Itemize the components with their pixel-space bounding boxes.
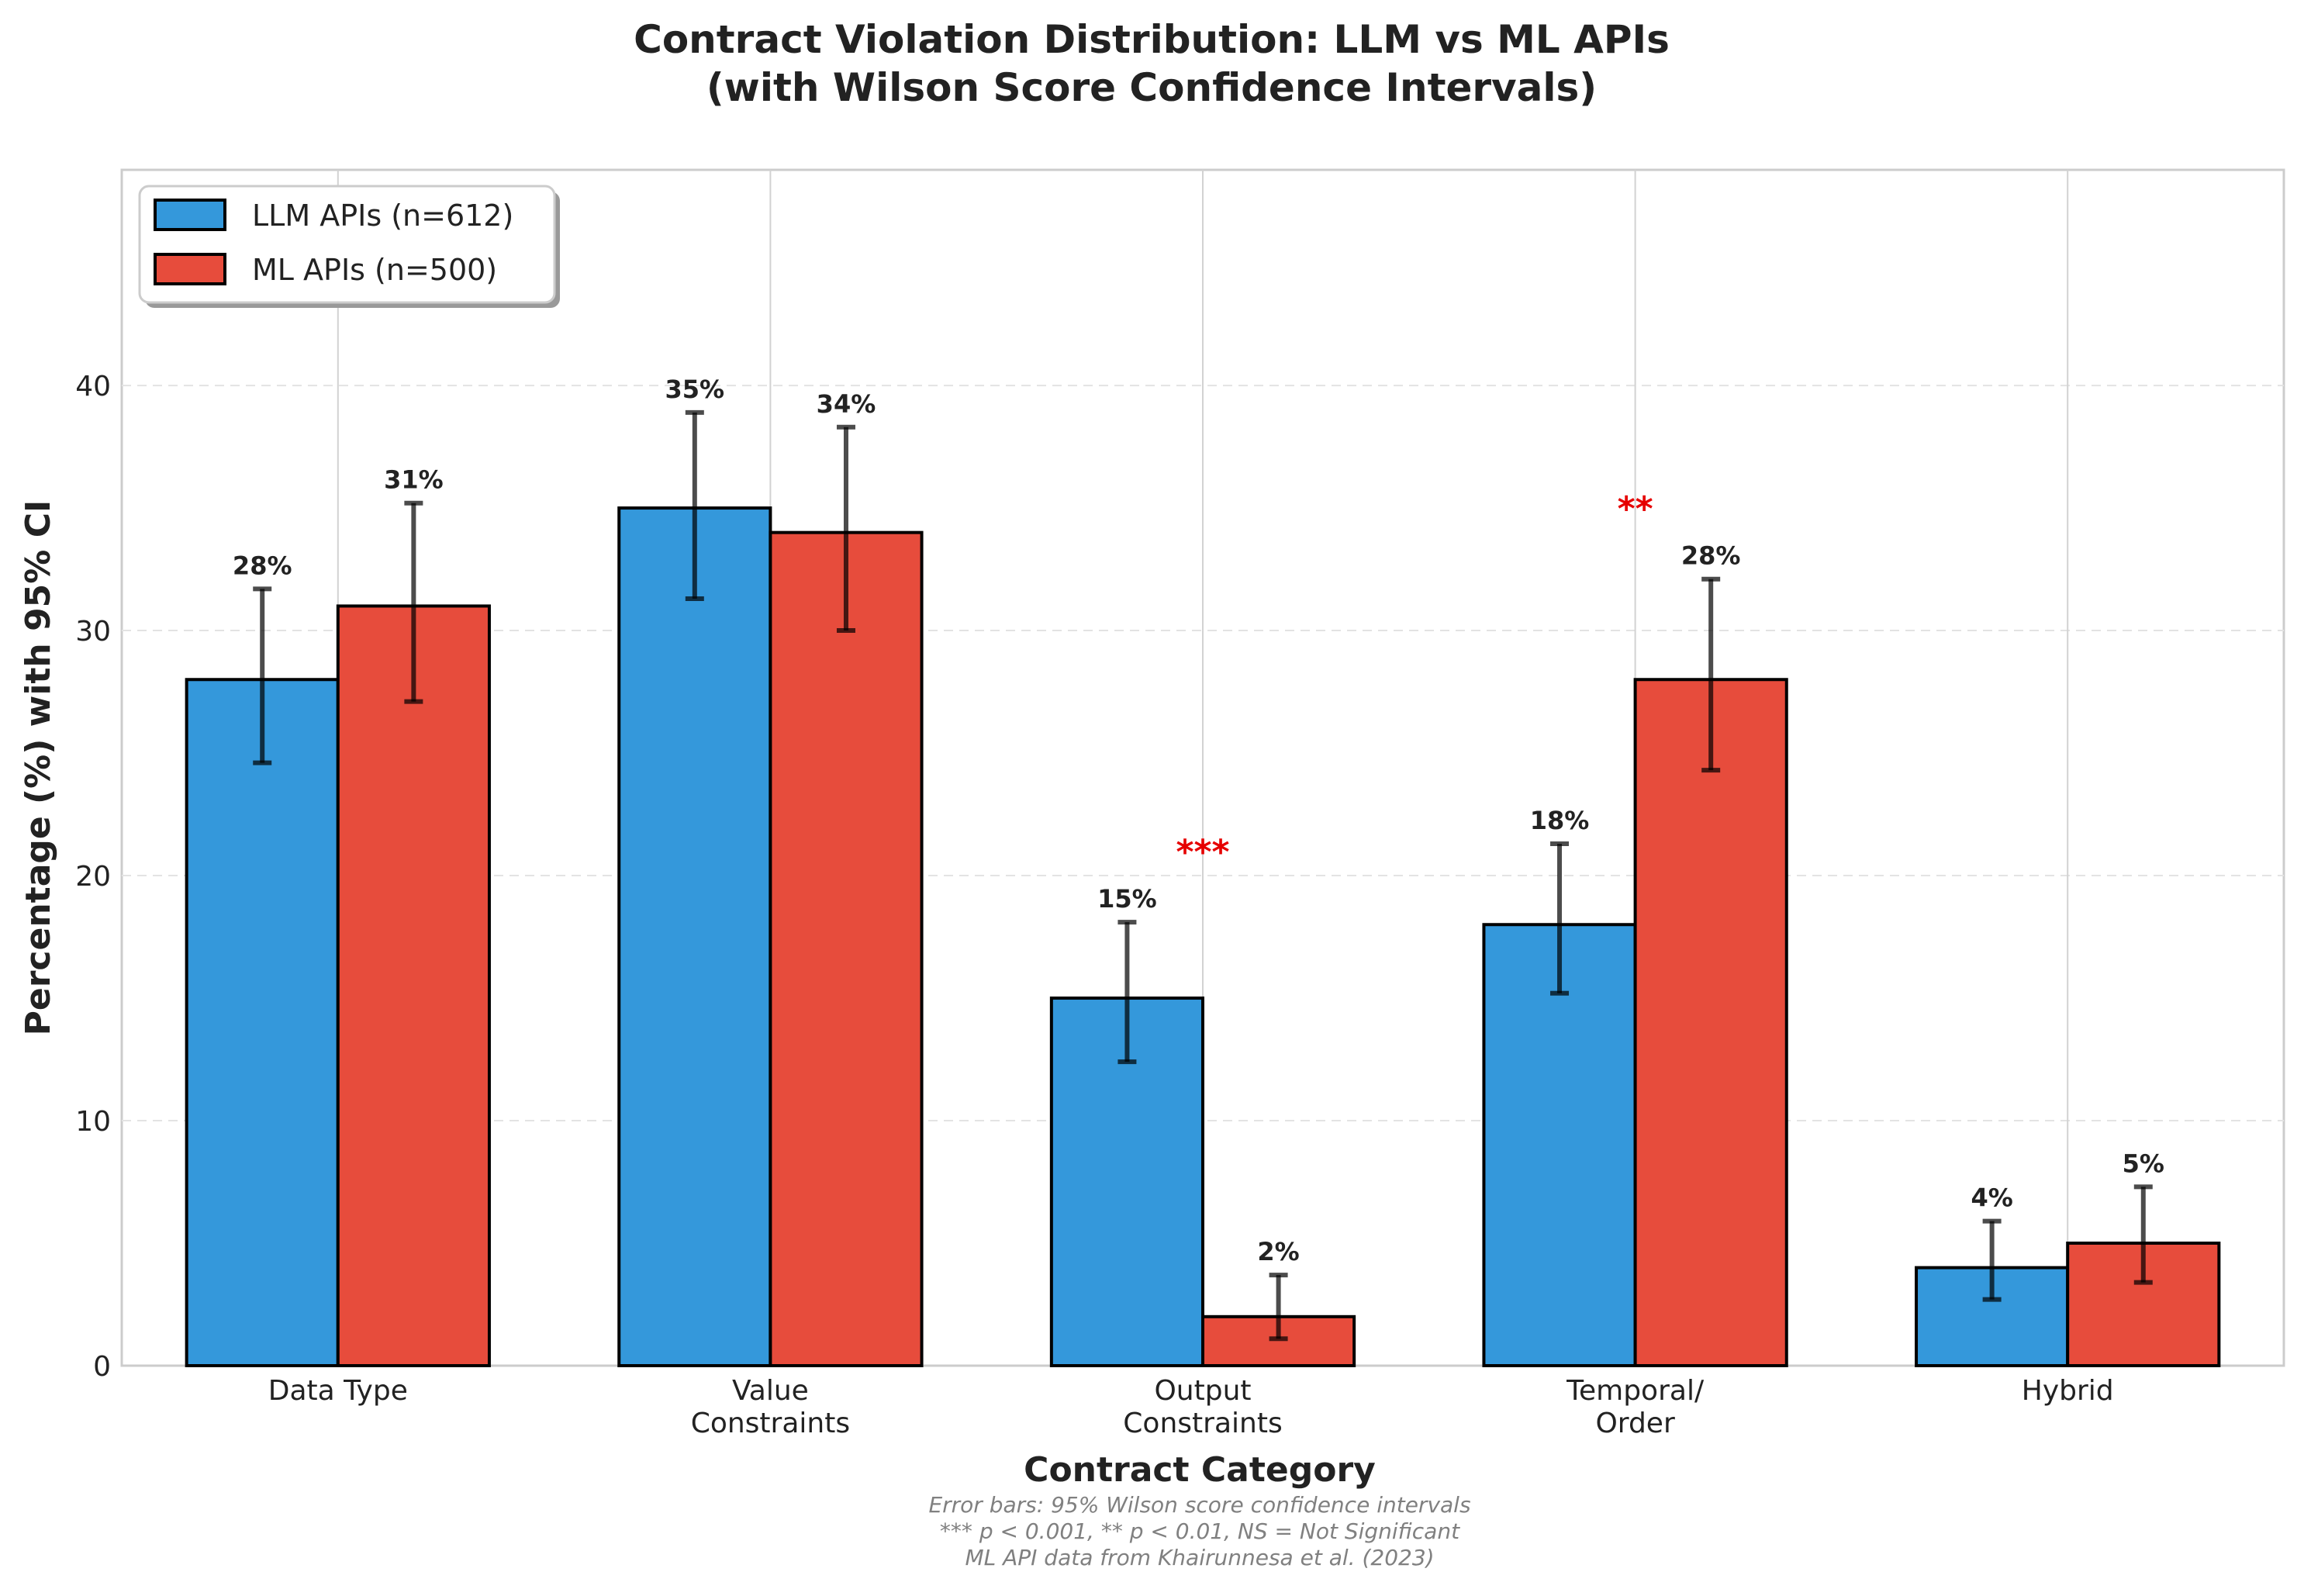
bars bbox=[185, 506, 2221, 1368]
bar-ml bbox=[769, 530, 924, 1367]
x-tick-label: Constraints bbox=[1123, 1408, 1282, 1439]
data-label-llm: 4% bbox=[1971, 1183, 2012, 1213]
legend-label-ml: ML APIs (n=500) bbox=[252, 253, 497, 287]
bar-llm bbox=[185, 678, 340, 1367]
y-tick-label: 20 bbox=[75, 861, 111, 893]
chart-title: Contract Violation Distribution: LLM vs … bbox=[634, 17, 1670, 110]
x-tick-label: Order bbox=[1595, 1408, 1675, 1439]
data-label-llm: 35% bbox=[665, 375, 725, 404]
legend-label-llm: LLM APIs (n=612) bbox=[252, 199, 513, 233]
significance-marker: ** bbox=[1618, 489, 1653, 529]
x-tick-label: Value bbox=[732, 1375, 809, 1407]
x-tick-label: Constraints bbox=[691, 1408, 850, 1439]
legend: LLM APIs (n=612) ML APIs (n=500) bbox=[138, 185, 560, 308]
bar-llm bbox=[617, 506, 772, 1367]
data-label-ml: 31% bbox=[384, 465, 444, 495]
data-label-ml: 28% bbox=[1681, 541, 1741, 571]
error-bars bbox=[253, 409, 2153, 1342]
data-label-ml: 2% bbox=[1257, 1237, 1299, 1266]
bar-labels: 28%35%15%18%4%31%34%2%28%5%***** bbox=[233, 375, 2164, 1266]
x-axis-label: Contract Category bbox=[1024, 1450, 1376, 1490]
chart-title-line: Contract Violation Distribution: LLM vs … bbox=[634, 17, 1670, 62]
footnote-line: Error bars: 95% Wilson score confidence … bbox=[928, 1492, 1470, 1518]
legend-swatch-llm bbox=[154, 199, 226, 231]
data-label-ml: 5% bbox=[2123, 1149, 2164, 1178]
bar-ml bbox=[336, 604, 491, 1367]
legend-box bbox=[138, 185, 556, 304]
data-label-llm: 15% bbox=[1097, 884, 1157, 914]
axis-labels: Contract Category Percentage (%) with 95%… bbox=[19, 500, 1376, 1490]
footnotes: Error bars: 95% Wilson score confidence … bbox=[928, 1492, 1470, 1570]
x-tick-label: Data Type bbox=[268, 1375, 408, 1407]
significance-marker: *** bbox=[1176, 832, 1229, 872]
y-axis-label: Percentage (%) with 95% CI bbox=[19, 500, 58, 1036]
legend-swatch-ml bbox=[154, 253, 226, 285]
y-tick-label: 10 bbox=[75, 1106, 111, 1138]
data-label-llm: 18% bbox=[1530, 806, 1590, 835]
data-label-llm: 28% bbox=[233, 551, 292, 580]
y-tick-label: 0 bbox=[93, 1351, 111, 1383]
footnote-line: ML API data from Khairunnesa et al. (202… bbox=[965, 1545, 1434, 1570]
y-tick-label: 40 bbox=[75, 371, 111, 402]
bar-ml bbox=[1633, 678, 1788, 1367]
x-tick-label: Hybrid bbox=[2022, 1375, 2114, 1407]
footnote-line: *** p < 0.001, ** p < 0.01, NS = Not Sig… bbox=[940, 1518, 1460, 1544]
x-tick-label: Temporal/ bbox=[1566, 1375, 1705, 1407]
data-label-ml: 34% bbox=[817, 389, 876, 419]
y-tick-label: 30 bbox=[75, 616, 111, 648]
chart-title-line: (with Wilson Score Confidence Intervals) bbox=[706, 65, 1597, 110]
x-tick-label: Output bbox=[1154, 1375, 1251, 1407]
